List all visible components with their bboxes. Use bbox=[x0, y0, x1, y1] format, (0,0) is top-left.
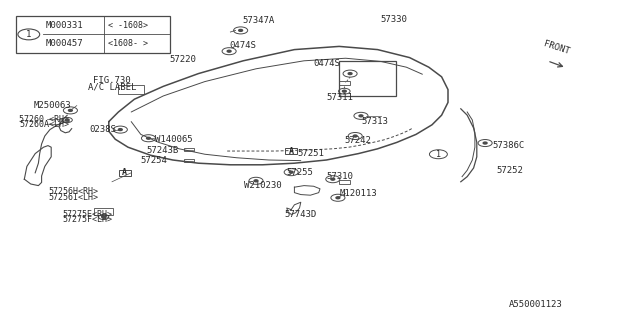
Circle shape bbox=[483, 142, 487, 144]
Text: M250063: M250063 bbox=[33, 101, 71, 110]
Text: M000457: M000457 bbox=[45, 39, 83, 48]
Circle shape bbox=[65, 119, 69, 121]
Circle shape bbox=[102, 216, 106, 218]
Text: 57252: 57252 bbox=[496, 166, 523, 175]
Text: 57275F<LH>: 57275F<LH> bbox=[63, 215, 113, 224]
Circle shape bbox=[348, 73, 352, 75]
Bar bbox=[16, 16, 170, 53]
Text: FIG.730: FIG.730 bbox=[93, 76, 131, 85]
Text: 57255: 57255 bbox=[287, 168, 314, 177]
Text: M120113: M120113 bbox=[339, 189, 377, 198]
Text: 57743D: 57743D bbox=[285, 210, 317, 219]
Bar bbox=[339, 61, 396, 96]
Circle shape bbox=[254, 180, 258, 182]
Text: < -1608>: < -1608> bbox=[108, 21, 148, 30]
Text: 57220: 57220 bbox=[170, 55, 196, 64]
Text: 0238S: 0238S bbox=[90, 125, 116, 134]
Bar bbox=[119, 170, 131, 176]
Text: 57256I<LH>: 57256I<LH> bbox=[48, 193, 98, 202]
Text: 57254: 57254 bbox=[141, 156, 168, 165]
Text: M000331: M000331 bbox=[45, 21, 83, 30]
Circle shape bbox=[353, 135, 357, 137]
Bar bbox=[339, 81, 350, 85]
Circle shape bbox=[68, 109, 72, 111]
Text: 57330: 57330 bbox=[381, 15, 408, 24]
Text: 57275E<RH>: 57275E<RH> bbox=[63, 210, 113, 219]
Text: 57242: 57242 bbox=[344, 136, 371, 145]
Bar bbox=[285, 148, 297, 154]
Text: 1: 1 bbox=[436, 150, 441, 159]
Text: 0474S: 0474S bbox=[314, 60, 340, 68]
Text: 57311: 57311 bbox=[326, 93, 353, 102]
Text: 57313: 57313 bbox=[362, 117, 388, 126]
Text: 57260A<LH>: 57260A<LH> bbox=[19, 120, 69, 129]
Text: 57310: 57310 bbox=[326, 172, 353, 181]
Text: A: A bbox=[122, 168, 127, 177]
Text: W210230: W210230 bbox=[244, 181, 282, 190]
Text: <1608- >: <1608- > bbox=[108, 39, 148, 48]
Circle shape bbox=[336, 197, 340, 199]
Text: W140065: W140065 bbox=[155, 135, 193, 144]
Text: FRONT: FRONT bbox=[543, 40, 571, 57]
Text: 57251: 57251 bbox=[298, 149, 324, 158]
Bar bbox=[118, 85, 144, 94]
Text: 57260 <RH>: 57260 <RH> bbox=[19, 115, 69, 124]
Circle shape bbox=[147, 137, 150, 139]
Text: A/C LABEL: A/C LABEL bbox=[88, 83, 137, 92]
Circle shape bbox=[118, 129, 122, 131]
Bar bbox=[94, 208, 113, 215]
Bar bbox=[184, 159, 194, 162]
Bar bbox=[184, 148, 194, 151]
Circle shape bbox=[342, 90, 346, 92]
Text: A550001123: A550001123 bbox=[509, 300, 563, 309]
Text: 0474S: 0474S bbox=[229, 41, 256, 50]
Circle shape bbox=[227, 50, 231, 52]
Circle shape bbox=[289, 171, 293, 173]
Circle shape bbox=[331, 178, 335, 180]
Text: 1: 1 bbox=[26, 30, 31, 39]
Text: 57256H<RH>: 57256H<RH> bbox=[48, 188, 98, 196]
Circle shape bbox=[359, 115, 363, 117]
Text: 57243B: 57243B bbox=[146, 146, 178, 155]
Bar bbox=[339, 180, 350, 184]
Text: 57347A: 57347A bbox=[242, 16, 274, 25]
Text: A: A bbox=[289, 147, 294, 156]
Text: 57386C: 57386C bbox=[493, 141, 525, 150]
Circle shape bbox=[239, 29, 243, 31]
